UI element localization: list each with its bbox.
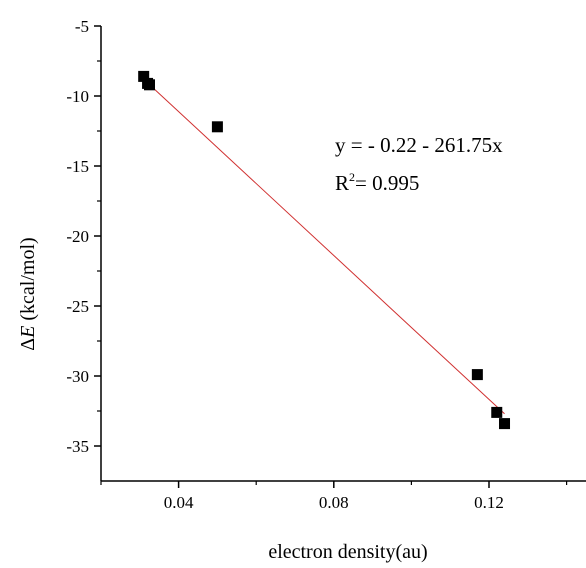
data-point [211,121,223,133]
y-tick-label: -25 [66,297,89,316]
y-tick-label: -20 [66,227,89,246]
tick-marks [94,25,568,488]
data-point [491,406,503,418]
r-squared-annotation: R2= 0.995 [335,170,419,195]
axes [100,26,586,482]
x-tick-label: 0.08 [319,493,349,512]
r-squared-value: = 0.995 [355,171,419,195]
y-tick-label: -10 [66,87,89,106]
y-tick-label: -15 [66,157,89,176]
y-axis-label-prefix: Δ [17,338,39,351]
fit-line [143,78,505,415]
fit-equation: y = - 0.22 - 261.75x [335,133,503,157]
x-tick-label: 0.12 [474,493,504,512]
r-squared-prefix: R [335,171,349,195]
y-axis-label: ΔE (kcal/mol) [17,237,39,350]
data-point [471,369,483,381]
y-axis-label-variable: E [17,326,39,339]
y-tick-labels: -5 -10 -15 -20 -25 -30 -35 [66,17,89,456]
y-tick-label: -5 [75,17,89,36]
fit-line-group [143,78,505,415]
data-point [138,70,150,82]
y-tick-label: -30 [66,367,89,386]
data-point [499,418,511,430]
x-tick-label: 0.04 [164,493,194,512]
data-point [144,79,155,91]
x-axis-label: electron density(au) [268,541,427,563]
r-squared-superscript: 2 [349,170,355,184]
data-points [138,70,511,430]
x-tick-labels: 0.04 0.08 0.12 [164,493,504,512]
y-tick-label: -35 [66,437,89,456]
y-axis-label-unit: (kcal/mol) [17,237,39,325]
